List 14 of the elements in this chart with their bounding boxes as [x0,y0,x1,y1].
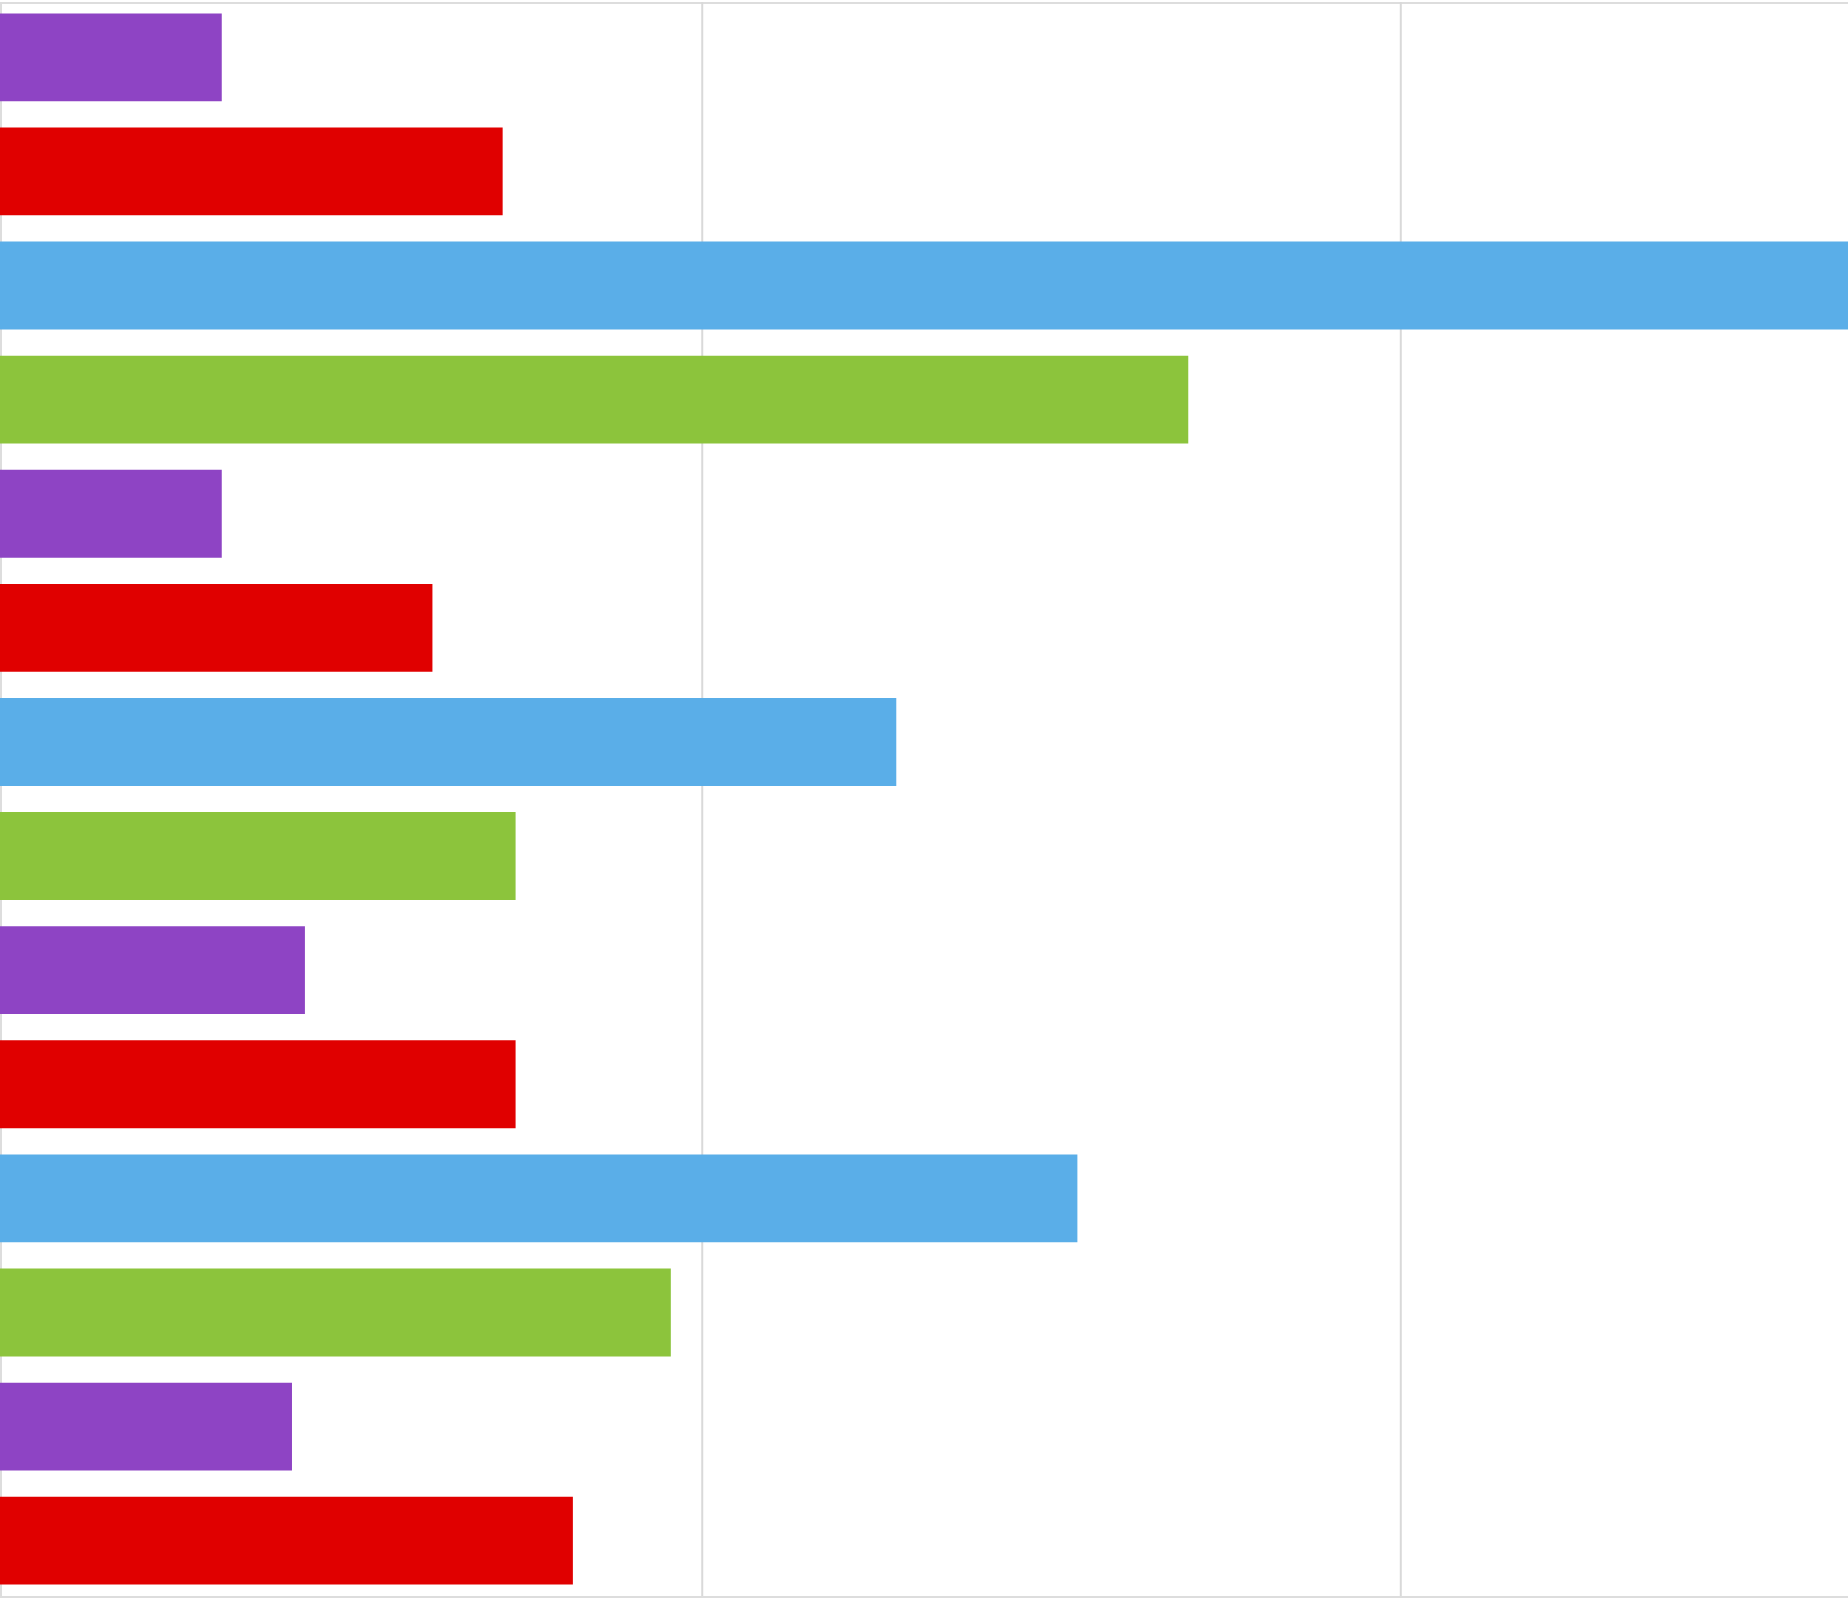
bar [0,698,897,786]
bar [0,13,222,102]
bar [0,355,1189,444]
bar [0,1154,1078,1243]
bar [0,926,305,1015]
bar [0,583,433,672]
bar [0,1496,573,1585]
bar [0,812,516,900]
bar [0,1040,516,1129]
bar [0,241,1848,330]
bar [0,1382,292,1471]
bar [0,127,503,216]
bar [0,469,222,558]
bar [0,1268,671,1357]
